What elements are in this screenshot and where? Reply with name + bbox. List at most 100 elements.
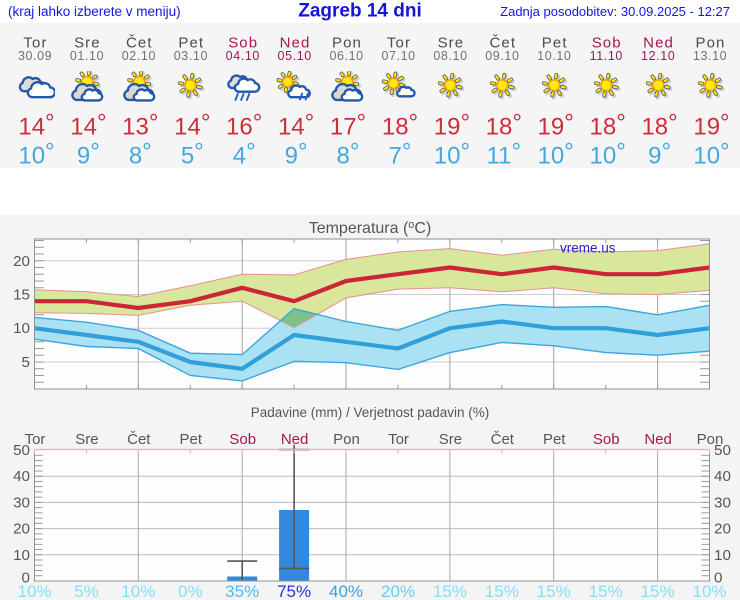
svg-text:03.10: 03.10 [174, 49, 208, 63]
svg-text:Sre: Sre [74, 34, 101, 51]
svg-text:15: 15 [13, 287, 30, 304]
svg-text:Tor: Tor [25, 431, 46, 448]
svg-text:01.10: 01.10 [70, 49, 104, 63]
svg-text:Pet: Pet [542, 34, 568, 51]
svg-text:(kraj lahko izberete v meniju): (kraj lahko izberete v meniju) [8, 4, 181, 19]
svg-text:15%: 15% [433, 582, 467, 600]
svg-text:15%: 15% [537, 582, 571, 600]
svg-text:Ned: Ned [280, 34, 311, 51]
svg-text:Pet: Pet [178, 34, 204, 51]
svg-text:09.10: 09.10 [485, 49, 519, 63]
svg-text:Pon: Pon [333, 431, 360, 448]
svg-text:14°: 14° [174, 110, 210, 141]
svg-text:Ned: Ned [281, 431, 309, 448]
svg-text:5°: 5° [181, 139, 204, 170]
svg-text:Sre: Sre [439, 431, 462, 448]
svg-text:Ned: Ned [643, 34, 674, 51]
svg-text:0: 0 [22, 570, 30, 587]
svg-text:Sob: Sob [593, 431, 620, 448]
svg-text:40%: 40% [329, 582, 363, 600]
svg-text:Tor: Tor [388, 431, 409, 448]
svg-text:5: 5 [22, 354, 30, 371]
svg-text:8°: 8° [129, 139, 152, 170]
svg-text:20: 20 [13, 253, 30, 270]
svg-text:10: 10 [13, 547, 30, 564]
svg-text:Pon: Pon [332, 34, 362, 51]
svg-text:vreme.us: vreme.us [560, 241, 616, 256]
svg-text:20: 20 [13, 521, 30, 538]
svg-text:50: 50 [714, 442, 731, 459]
svg-text:07.10: 07.10 [381, 49, 415, 63]
svg-text:15%: 15% [589, 582, 623, 600]
svg-text:Čet: Čet [126, 34, 153, 51]
svg-text:8°: 8° [337, 139, 360, 170]
svg-text:Zagreb 14 dni: Zagreb 14 dni [298, 0, 422, 21]
svg-text:Čet: Čet [127, 431, 151, 448]
svg-text:Pet: Pet [180, 431, 203, 448]
svg-text:Sre: Sre [75, 431, 98, 448]
svg-text:18°: 18° [641, 110, 677, 141]
svg-text:10°: 10° [434, 139, 470, 170]
svg-text:15%: 15% [641, 582, 675, 600]
svg-text:Padavine (mm) / Verjetnost pad: Padavine (mm) / Verjetnost padavin (%) [251, 405, 490, 420]
svg-text:10%: 10% [692, 582, 726, 600]
svg-text:10°: 10° [590, 139, 626, 170]
svg-text:0%: 0% [178, 582, 203, 600]
svg-text:Sre: Sre [438, 34, 465, 51]
svg-text:0: 0 [714, 570, 722, 587]
svg-text:18°: 18° [486, 110, 522, 141]
svg-text:11.10: 11.10 [590, 49, 623, 63]
svg-text:4°: 4° [233, 139, 256, 170]
svg-text:5%: 5% [74, 582, 99, 600]
svg-text:10: 10 [13, 320, 30, 337]
svg-text:13.10: 13.10 [693, 49, 727, 63]
svg-text:06.10: 06.10 [329, 49, 363, 63]
svg-text:30.09: 30.09 [18, 49, 52, 63]
svg-text:12.10: 12.10 [641, 49, 675, 63]
svg-text:18°: 18° [382, 110, 418, 141]
svg-text:30: 30 [13, 494, 30, 511]
svg-text:9°: 9° [285, 139, 308, 170]
svg-text:40: 40 [13, 468, 30, 485]
svg-text:Pon: Pon [697, 431, 724, 448]
svg-text:Ned: Ned [644, 431, 672, 448]
svg-text:14°: 14° [278, 110, 314, 141]
svg-text:75%: 75% [277, 582, 311, 600]
svg-text:10°: 10° [18, 139, 54, 170]
svg-text:10%: 10% [121, 582, 155, 600]
svg-text:Pon: Pon [696, 34, 726, 51]
svg-text:16°: 16° [226, 110, 262, 141]
svg-text:19°: 19° [538, 110, 574, 141]
svg-text:20: 20 [714, 521, 731, 538]
svg-text:05.10: 05.10 [278, 49, 312, 63]
svg-text:10°: 10° [693, 139, 729, 170]
svg-text:10: 10 [714, 547, 731, 564]
svg-text:Zadnja posodobitev: 30.09.2025: Zadnja posodobitev: 30.09.2025 - 12:27 [500, 4, 730, 19]
svg-text:Temperatura (oC): Temperatura (oC) [309, 219, 432, 237]
svg-text:Tor: Tor [23, 34, 47, 51]
svg-text:50: 50 [13, 442, 30, 459]
svg-text:40: 40 [714, 468, 731, 485]
svg-text:04.10: 04.10 [226, 49, 260, 63]
svg-text:18°: 18° [590, 110, 626, 141]
svg-text:10%: 10% [17, 582, 51, 600]
svg-text:20%: 20% [381, 582, 415, 600]
svg-text:11°: 11° [487, 139, 522, 170]
svg-text:10.10: 10.10 [537, 49, 571, 63]
svg-text:Čet: Čet [491, 431, 515, 448]
svg-text:9°: 9° [77, 139, 100, 170]
svg-text:Tor: Tor [387, 34, 411, 51]
svg-text:Sob: Sob [229, 431, 256, 448]
svg-text:19°: 19° [434, 110, 470, 141]
svg-text:30: 30 [714, 494, 731, 511]
svg-text:08.10: 08.10 [433, 49, 467, 63]
svg-text:13°: 13° [122, 110, 158, 141]
svg-text:02.10: 02.10 [122, 49, 156, 63]
svg-text:7°: 7° [389, 139, 412, 170]
svg-text:14°: 14° [18, 110, 54, 141]
svg-text:10°: 10° [538, 139, 574, 170]
svg-text:15%: 15% [485, 582, 519, 600]
svg-text:14°: 14° [70, 110, 106, 141]
svg-text:Sob: Sob [228, 34, 258, 51]
svg-text:35%: 35% [225, 582, 259, 600]
